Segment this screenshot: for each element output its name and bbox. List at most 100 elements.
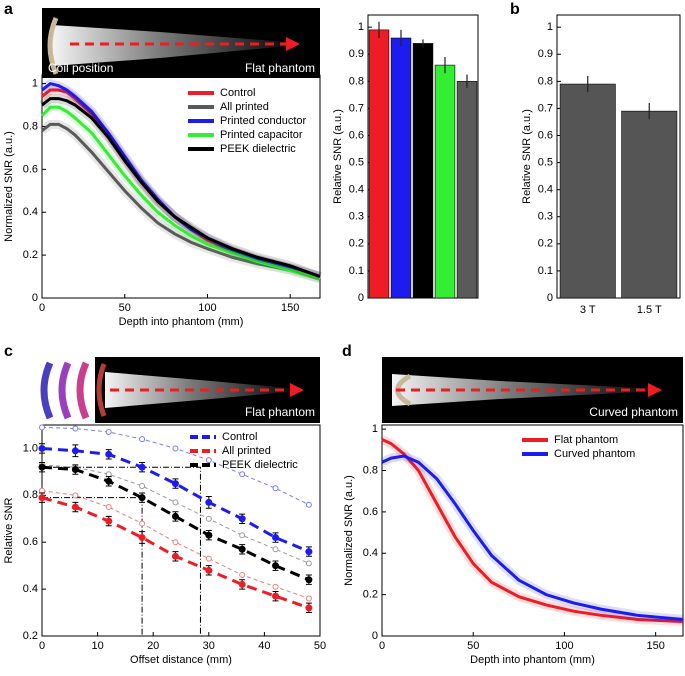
x-tick-label: 0 — [379, 640, 385, 652]
x-tick-label: 0 — [39, 640, 45, 652]
y-tick-label: 0.8 — [349, 75, 364, 87]
y-tick-label: 0.8 — [538, 75, 553, 87]
y-tick-label: 0 — [547, 292, 553, 304]
x-tick-label: 0 — [39, 302, 45, 314]
plot-frame — [41, 424, 321, 637]
marker — [71, 447, 79, 455]
y-tick-label: 0.6 — [363, 506, 378, 518]
plot-frame — [41, 74, 321, 299]
line — [40, 105, 321, 281]
x-tick-label: 150 — [281, 302, 299, 314]
x-tick-label: 50 — [119, 302, 131, 314]
reference-marker — [72, 425, 79, 432]
legend-label: PEEK dielectric — [220, 143, 296, 155]
bar — [621, 110, 678, 299]
reference-marker — [205, 457, 212, 464]
reference-marker — [239, 572, 246, 579]
line — [381, 454, 684, 621]
y-tick-label: 0.9 — [349, 48, 364, 60]
reference-marker — [139, 520, 146, 527]
reference-marker — [172, 539, 179, 546]
marker — [272, 592, 280, 600]
reference-marker — [305, 501, 312, 508]
y-tick-label: 0.2 — [23, 249, 38, 261]
bar — [412, 43, 434, 299]
x-tick-label: 3 T — [580, 304, 596, 316]
y-tick-label: 0.3 — [349, 211, 364, 223]
y-tick-label: 0 — [32, 292, 38, 304]
marker — [238, 580, 246, 588]
y-tick-label: 0.6 — [538, 129, 553, 141]
y-tick-label: 0.4 — [23, 206, 38, 218]
bar — [368, 29, 390, 299]
y-tick-label: 0.6 — [23, 536, 38, 548]
legend-label: Flat phantom — [554, 434, 618, 446]
y-tick-label: 0 — [372, 630, 378, 642]
y-tick-label: 0.4 — [363, 547, 378, 559]
image-label: Flat phantom — [245, 405, 315, 419]
marker — [138, 494, 146, 502]
line — [41, 122, 321, 281]
y-tick-label: 0.1 — [538, 265, 553, 277]
marker — [38, 444, 46, 452]
legend-label: Printed conductor — [220, 115, 307, 127]
x-axis-label: Depth into phantom (mm) — [119, 316, 244, 328]
marker — [38, 494, 46, 502]
marker — [105, 450, 113, 458]
y-tick-label: 0.2 — [349, 238, 364, 250]
plot-frame — [556, 14, 681, 299]
phantom-image-c — [40, 357, 320, 423]
panel-label: c — [4, 343, 13, 360]
legend-label: Control — [222, 431, 257, 443]
x-tick-label: 100 — [198, 302, 216, 314]
bar — [434, 64, 456, 299]
marker — [71, 503, 79, 511]
phantom-image-a — [42, 8, 320, 78]
reference-marker — [305, 560, 312, 567]
x-tick-label: 150 — [646, 640, 664, 652]
y-axis-label: Relative SNR (a.u.) — [521, 109, 533, 204]
y-tick-label: 0.7 — [349, 102, 364, 114]
y-tick-label: 1 — [32, 77, 38, 89]
reference-marker — [39, 487, 45, 494]
x-tick-label: 10 — [91, 640, 103, 652]
marker — [305, 548, 313, 556]
marker — [238, 515, 246, 523]
x-tick-label: 1.5 T — [637, 304, 662, 316]
marker — [38, 463, 46, 471]
y-tick-label: 0.2 — [538, 238, 553, 250]
legend-label: PEEK dielectric — [222, 459, 298, 471]
y-tick-label: 0.8 — [23, 120, 38, 132]
bar — [390, 37, 412, 299]
marker — [305, 576, 313, 584]
reference-marker — [272, 546, 279, 553]
legend-label: Control — [220, 87, 255, 99]
marker — [171, 480, 179, 488]
marker — [138, 534, 146, 542]
legend-label: Curved phantom — [554, 448, 635, 460]
marker — [205, 566, 213, 574]
reference-marker — [239, 471, 246, 478]
y-axis-label: Normalized SNR (a.u.) — [343, 475, 355, 586]
line — [41, 97, 321, 278]
y-axis-label: Normalized SNR (a.u.) — [3, 131, 15, 242]
x-tick-label: 50 — [314, 640, 326, 652]
reference-marker — [272, 485, 279, 492]
marker — [105, 517, 113, 525]
marker — [171, 552, 179, 560]
image-label: Curved phantom — [589, 405, 678, 419]
x-tick-label: 100 — [555, 640, 573, 652]
reference-marker — [272, 583, 279, 590]
marker — [71, 466, 79, 474]
x-tick-label: 20 — [147, 640, 159, 652]
y-tick-label: 1 — [358, 21, 364, 33]
image-label: Coil position — [48, 61, 113, 75]
bar — [456, 81, 478, 299]
y-tick-label: 0.9 — [538, 48, 553, 60]
reference-marker — [205, 555, 212, 562]
reference-marker — [172, 445, 179, 452]
marker — [138, 463, 146, 471]
y-axis-label: Relative SNR (a.u.) — [332, 109, 344, 204]
reference-marker — [139, 482, 146, 489]
